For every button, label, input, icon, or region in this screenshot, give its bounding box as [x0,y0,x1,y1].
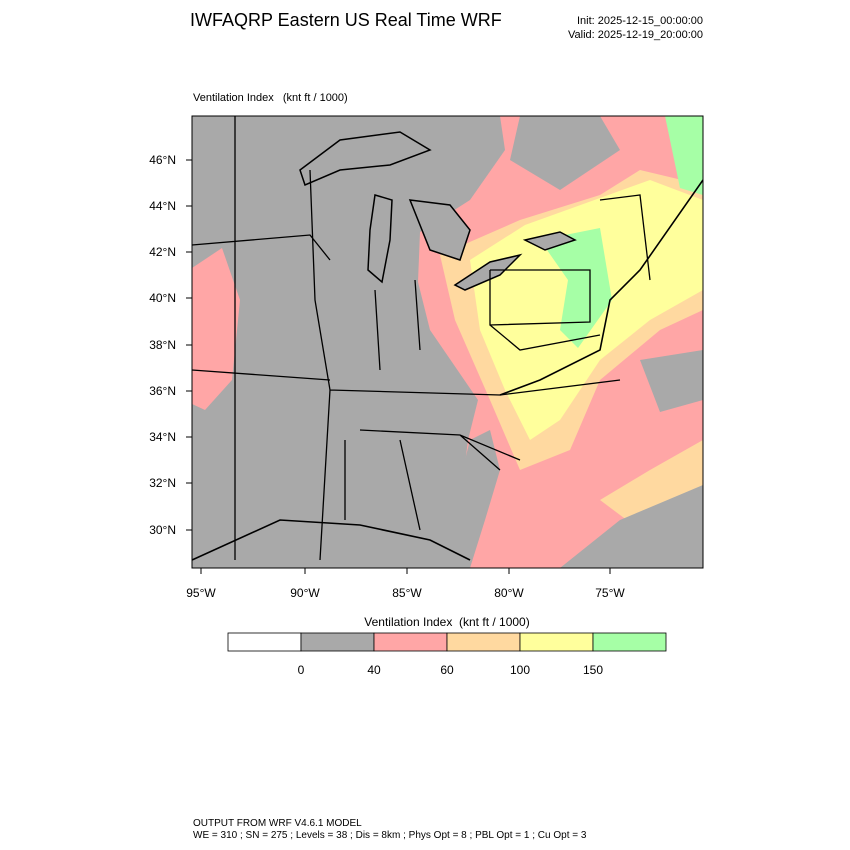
colorbar-box [446,632,521,652]
lon-label: 95°W [186,586,216,600]
colorbar-label: 40 [367,663,381,677]
lat-label: 36°N [149,384,176,398]
shade-region [510,116,620,190]
state-lines [192,116,703,561]
colorbar-label: 60 [440,663,454,677]
footer-line: WE = 310 ; SN = 275 ; Levels = 38 ; Dis … [193,830,587,841]
shade-region [665,116,703,195]
lat-label: 44°N [149,199,176,213]
init-time: Init: 2025-12-15_00:00:00 [577,15,703,27]
shade-region [560,485,703,568]
colorbar-label: 0 [298,663,305,677]
lon-label: 80°W [494,586,524,600]
lon-label: 75°W [595,586,625,600]
valid-time: Valid: 2025-12-19_20:00:00 [568,29,703,41]
lake-michigan [367,194,393,284]
shade-region [640,350,703,412]
colorbar-label: 150 [583,663,603,677]
lake-ontario [522,231,577,251]
colorbar-box [519,632,594,652]
colorbar-box [227,632,302,652]
lon-label: 90°W [290,586,320,600]
panel-label: Ventilation Index (knt ft / 1000) [193,92,348,104]
shade-region [540,228,612,348]
map [191,115,704,569]
colorbar-label: 100 [510,663,530,677]
colorbar: Ventilation Index (knt ft / 1000) 0 40 60 1… [227,615,667,677]
lat-label: 32°N [149,476,176,490]
footer-line: OUTPUT FROM WRF V4.6.1 MODEL [193,818,362,829]
colorbar-title: Ventilation Index (knt ft / 1000) [364,615,529,629]
lat-label: 34°N [149,430,176,444]
lake-erie [453,253,523,291]
lat-label: 42°N [149,245,176,259]
map-frame [191,115,704,569]
shade-region [455,430,500,568]
title: IWFAQRP Eastern US Real Time WRF [190,10,502,30]
lat-label: 40°N [149,291,176,305]
colorbar-box [592,632,667,652]
lon-label: 85°W [392,586,422,600]
lat-label: 38°N [149,338,176,352]
lat-label: 46°N [149,153,176,167]
colorbar-box [373,632,448,652]
lake-huron [408,199,471,261]
shade-region [192,248,240,410]
lat-label: 30°N [149,523,176,537]
colorbar-box [300,632,375,652]
